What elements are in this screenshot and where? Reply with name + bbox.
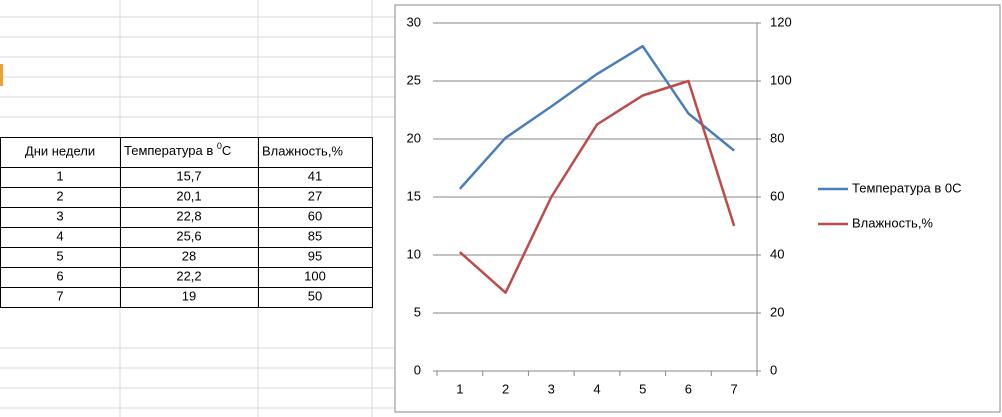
table-cell: 2 <box>56 188 63 203</box>
y2-tick-label: 0 <box>770 362 777 377</box>
y-tick-label: 20 <box>407 130 421 145</box>
table-cell: 22,8 <box>176 208 201 223</box>
table-header: Температура в 0C <box>124 141 231 158</box>
y-tick-label: 15 <box>407 188 421 203</box>
x-tick-label: 3 <box>548 381 555 396</box>
x-tick-label: 6 <box>685 381 692 396</box>
y-tick-label: 0 <box>414 362 421 377</box>
table-cell: 41 <box>308 168 322 183</box>
table-cell: 85 <box>308 228 322 243</box>
y-tick-label: 30 <box>407 14 421 29</box>
series-line <box>459 79 736 294</box>
header-text: Температура в <box>124 143 217 158</box>
y-tick-label: 5 <box>414 304 421 319</box>
x-tick-label: 5 <box>639 381 646 396</box>
chart-frame <box>394 4 1001 413</box>
y2-tick-label: 120 <box>770 14 792 29</box>
series-line <box>458 44 735 190</box>
sheet-grid <box>0 0 395 417</box>
table-cell: 4 <box>56 228 63 243</box>
y2-tick-label: 60 <box>770 188 784 203</box>
x-tick-label: 2 <box>502 381 509 396</box>
y-tick-label: 10 <box>407 246 421 261</box>
table-cell: 5 <box>56 248 63 263</box>
table-cell: 1 <box>56 168 63 183</box>
table-cell: 60 <box>308 208 322 223</box>
cell-marker <box>0 64 3 86</box>
y-tick-label: 25 <box>407 72 421 87</box>
y2-tick-label: 100 <box>770 72 792 87</box>
table-cell: 95 <box>308 248 322 263</box>
table-cell: 3 <box>56 208 63 223</box>
table-cell: 7 <box>56 288 63 303</box>
table-cell: 20,1 <box>176 188 201 203</box>
table-cell: 100 <box>304 268 326 283</box>
y2-tick-label: 20 <box>770 304 784 319</box>
table-cell: 19 <box>182 288 196 303</box>
y2-tick-label: 40 <box>770 246 784 261</box>
table-cell: 50 <box>308 288 322 303</box>
table-cell: 28 <box>182 248 196 263</box>
table-cell: 22,2 <box>176 268 201 283</box>
table-header: Влажность,% <box>262 143 343 158</box>
header-after: C <box>222 143 231 158</box>
y2-tick-label: 80 <box>770 130 784 145</box>
table-cell: 6 <box>56 268 63 283</box>
x-tick-label: 7 <box>731 381 738 396</box>
header-sup: 0 <box>217 141 222 151</box>
table-cell: 27 <box>308 188 322 203</box>
table-header: Дни недели <box>25 143 95 158</box>
legend-label: Влажность,% <box>852 215 933 230</box>
x-tick-label: 1 <box>456 381 463 396</box>
table-cell: 15,7 <box>176 168 201 183</box>
x-tick-label: 4 <box>593 381 600 396</box>
legend-label: Температура в 0С <box>852 180 961 195</box>
table-cell: 25,6 <box>176 228 201 243</box>
